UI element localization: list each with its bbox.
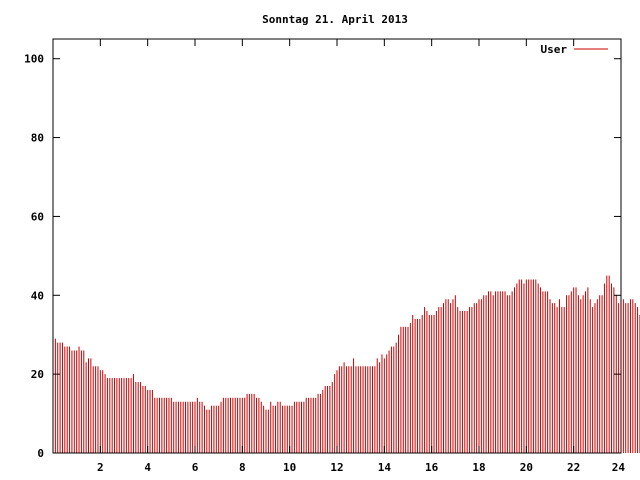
x-tick-label: 24 [612, 461, 626, 474]
x-tick-label: 2 [97, 461, 104, 474]
legend: User [541, 43, 608, 56]
y-tick-label: 80 [31, 132, 44, 145]
y-tick-label: 20 [31, 368, 44, 381]
x-tick-label: 14 [378, 461, 392, 474]
y-tick-label: 40 [31, 289, 44, 302]
bars-group [52, 275, 640, 453]
x-tick-label: 6 [192, 461, 199, 474]
chart-title: Sonntag 21. April 2013 [262, 13, 408, 26]
x-tick-label: 22 [567, 461, 580, 474]
y-tick-label: 100 [24, 53, 44, 66]
x-tick-label: 8 [239, 461, 246, 474]
x-tick-label: 16 [425, 461, 439, 474]
x-axis-ticks: 2 4 6 8 10 12 14 16 18 20 22 24 [97, 39, 625, 474]
x-tick-label: 4 [144, 461, 151, 474]
x-tick-label: 18 [472, 461, 485, 474]
y-tick-label: 0 [37, 447, 44, 460]
x-tick-label: 10 [283, 461, 296, 474]
legend-label-user: User [541, 43, 568, 56]
plot-frame [52, 38, 622, 454]
x-tick-label: 20 [520, 461, 533, 474]
x-tick-label: 12 [330, 461, 343, 474]
y-tick-label: 60 [31, 210, 44, 223]
